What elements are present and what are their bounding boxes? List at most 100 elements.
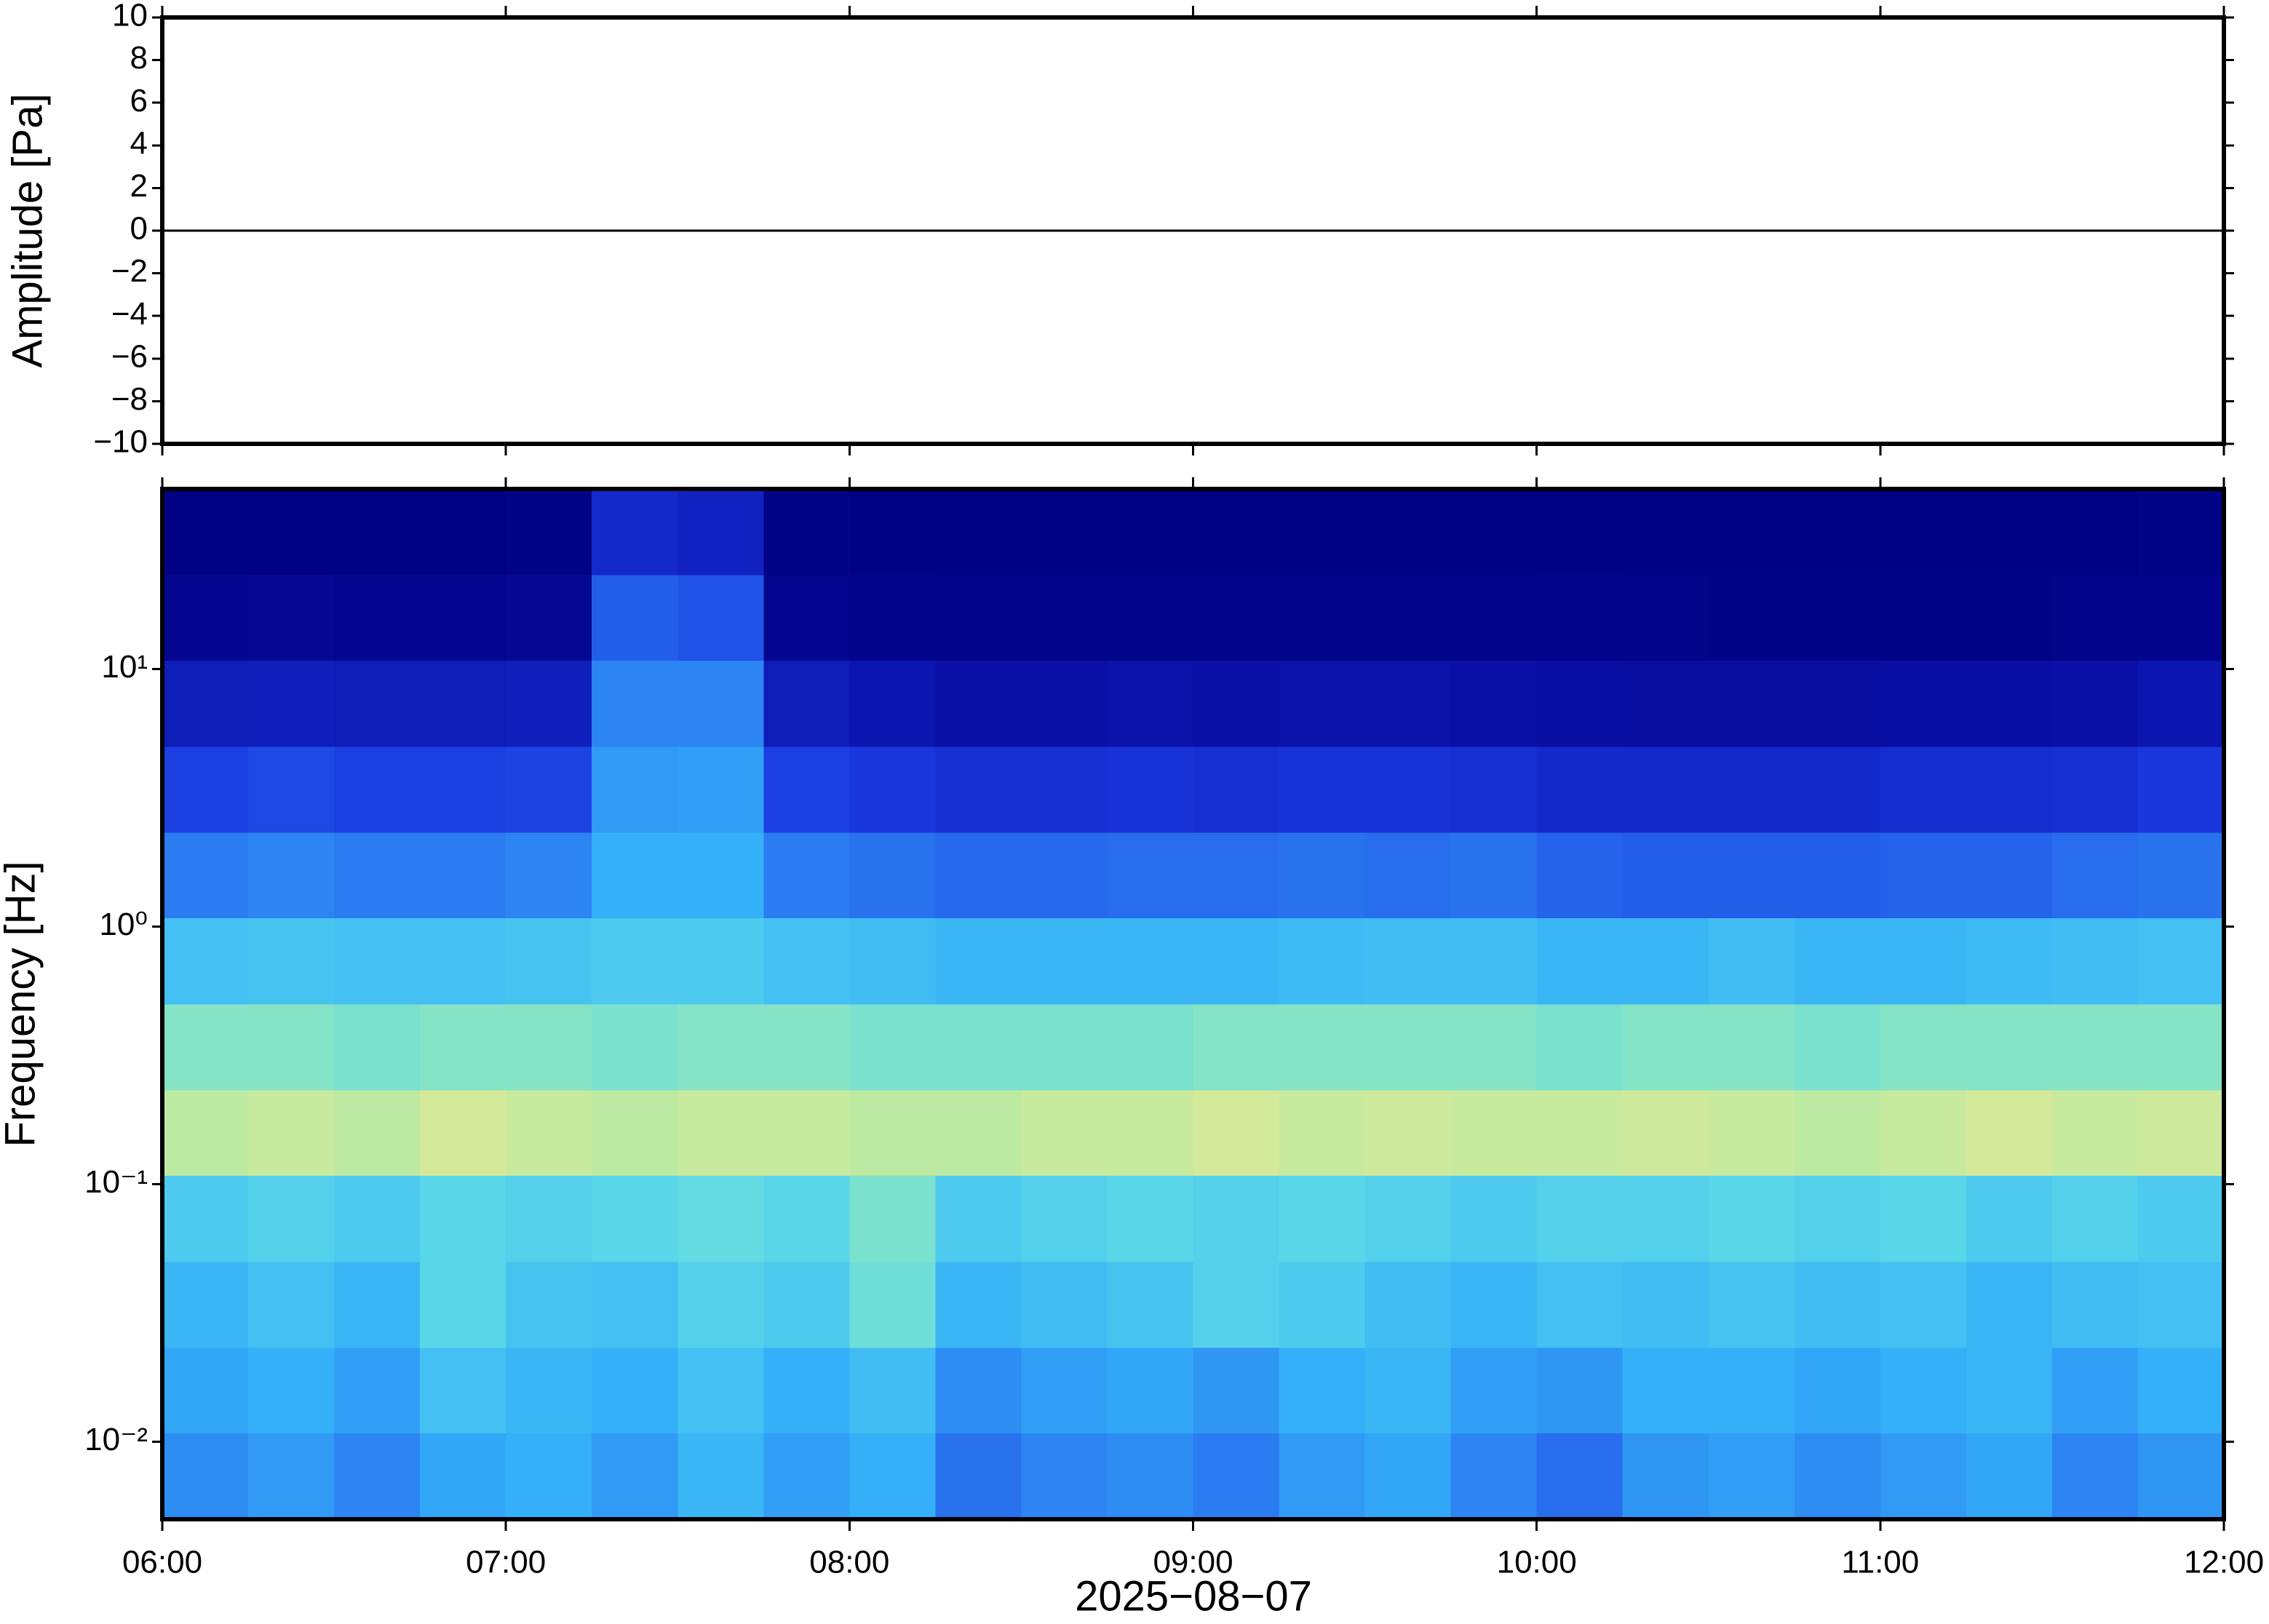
spectrogram-cell [506,747,592,833]
spectrogram-cell [1279,1175,1366,1262]
spectrogram-cell [1021,1262,1108,1348]
spectrogram-cell [935,832,1022,919]
spectrogram-cell [1622,1004,1709,1091]
spectrogram-cell [677,1262,764,1348]
spectrogram-cell [1536,575,1624,661]
spectrogram-cell [248,660,335,747]
spectrogram-cell [2051,1262,2139,1348]
spectrogram-cell [162,1348,249,1434]
spectrogram-cell [849,1262,936,1348]
y-tick-label: 2 [130,168,148,204]
spectrogram-cell [334,918,421,1005]
spectrogram-cell [420,1262,506,1348]
spectrogram-cell [1279,1348,1366,1434]
spectrogram-cell [677,660,764,747]
spectrogram-cell [2137,1433,2225,1520]
spectrogram-cell [935,747,1022,833]
spectrogram-cell [935,1090,1022,1177]
spectrogram-cell [248,1004,335,1091]
spectrogram-cell [1279,1262,1366,1348]
spectrogram-cell [420,1348,506,1434]
spectrogram-cell [1107,660,1193,747]
spectrogram-cell [1966,1004,2053,1091]
spectrogram-cell [763,747,850,833]
spectrogram-cell [1880,1348,1967,1434]
spectrogram-cell [1450,1090,1538,1177]
spectrogram-cell [1966,747,2053,833]
spectrogram-cell [1193,1175,1280,1262]
spectrogram-cell [334,1433,421,1520]
spectrogram-cell [1622,918,1709,1005]
spectrogram-cell [1450,489,1538,576]
spectrogram-cell [1794,1175,1881,1262]
y-axis-title: Amplitude [Pa] [4,93,51,367]
spectrogram-cell [1622,1175,1709,1262]
spectrogram-cell [677,1090,764,1177]
spectrogram-cell [1880,660,1967,747]
spectrogram-cell [849,832,936,919]
spectrogram-cell [2051,1348,2139,1434]
x-tick-label: 10:00 [1497,1545,1577,1580]
y-tick-label: −8 [111,381,148,417]
spectrogram-cell [1107,1262,1193,1348]
spectrogram-cell [1708,918,1795,1005]
spectrogram-cell [1880,918,1967,1005]
spectrogram-cell [935,1262,1022,1348]
spectrogram-cell [592,575,678,661]
spectrogram-cell [763,1433,850,1520]
y-tick-label: 10⁻² [84,1422,148,1457]
spectrogram-cell [763,1348,850,1434]
spectrogram-cell [1880,489,1967,576]
spectrogram-cell [2137,832,2225,919]
spectrogram-cell [1794,1090,1881,1177]
spectrogram-cell [677,1004,764,1091]
spectrogram-cell [1536,660,1624,747]
spectrogram-cell [1708,1004,1795,1091]
spectrogram-cell [1622,1348,1709,1434]
spectrogram-cell [2051,1090,2139,1177]
spectrogram-cell [1966,1348,2053,1434]
spectrogram-cell [506,489,592,576]
spectrogram-cell [1450,1004,1538,1091]
spectrogram-cell [2137,1175,2225,1262]
spectrogram-cell [1107,1175,1193,1262]
spectrogram-cell [677,575,764,661]
spectrogram-cell [2137,1090,2225,1177]
spectrogram-cell [162,660,249,747]
spectrogram-cell [1107,918,1193,1005]
spectrogram-cell [248,1348,335,1434]
spectrogram-cell [763,660,850,747]
spectrogram-cell [420,1433,506,1520]
spectrogram-cell [1279,1090,1366,1177]
spectrogram-cell [677,747,764,833]
spectrogram-cell [1364,575,1452,661]
spectrogram-cell [1536,832,1624,919]
y-tick-label: 10 [112,0,148,33]
spectrogram-cell [506,1004,592,1091]
spectrogram-cell [1880,832,1967,919]
spectrogram-cell [1021,1004,1108,1091]
spectrogram-cell [2137,1348,2225,1434]
spectrogram-cell [1364,1004,1452,1091]
spectrogram-cell [334,1090,421,1177]
spectrogram-cell [763,1004,850,1091]
spectrogram-cell [334,832,421,919]
spectrogram-cell [248,1262,335,1348]
spectrogram-cell [1794,918,1881,1005]
spectrogram-cell [1021,918,1108,1005]
spectrogram-cell [1021,1348,1108,1434]
spectrogram-cell [162,1262,249,1348]
spectrogram-cell [1880,1004,1967,1091]
spectrogram-cell [1622,747,1709,833]
spectrogram-cell [592,747,678,833]
spectrogram-cell [935,660,1022,747]
spectrogram-cell [1107,1090,1193,1177]
spectrogram-cell [1536,1348,1624,1434]
spectrogram-cell [1536,747,1624,833]
spectrogram-cell [506,1175,592,1262]
spectrogram-cell [506,918,592,1005]
spectrogram-cell [506,1433,592,1520]
spectrogram-cell [592,832,678,919]
spectrogram-cell [162,1433,249,1520]
